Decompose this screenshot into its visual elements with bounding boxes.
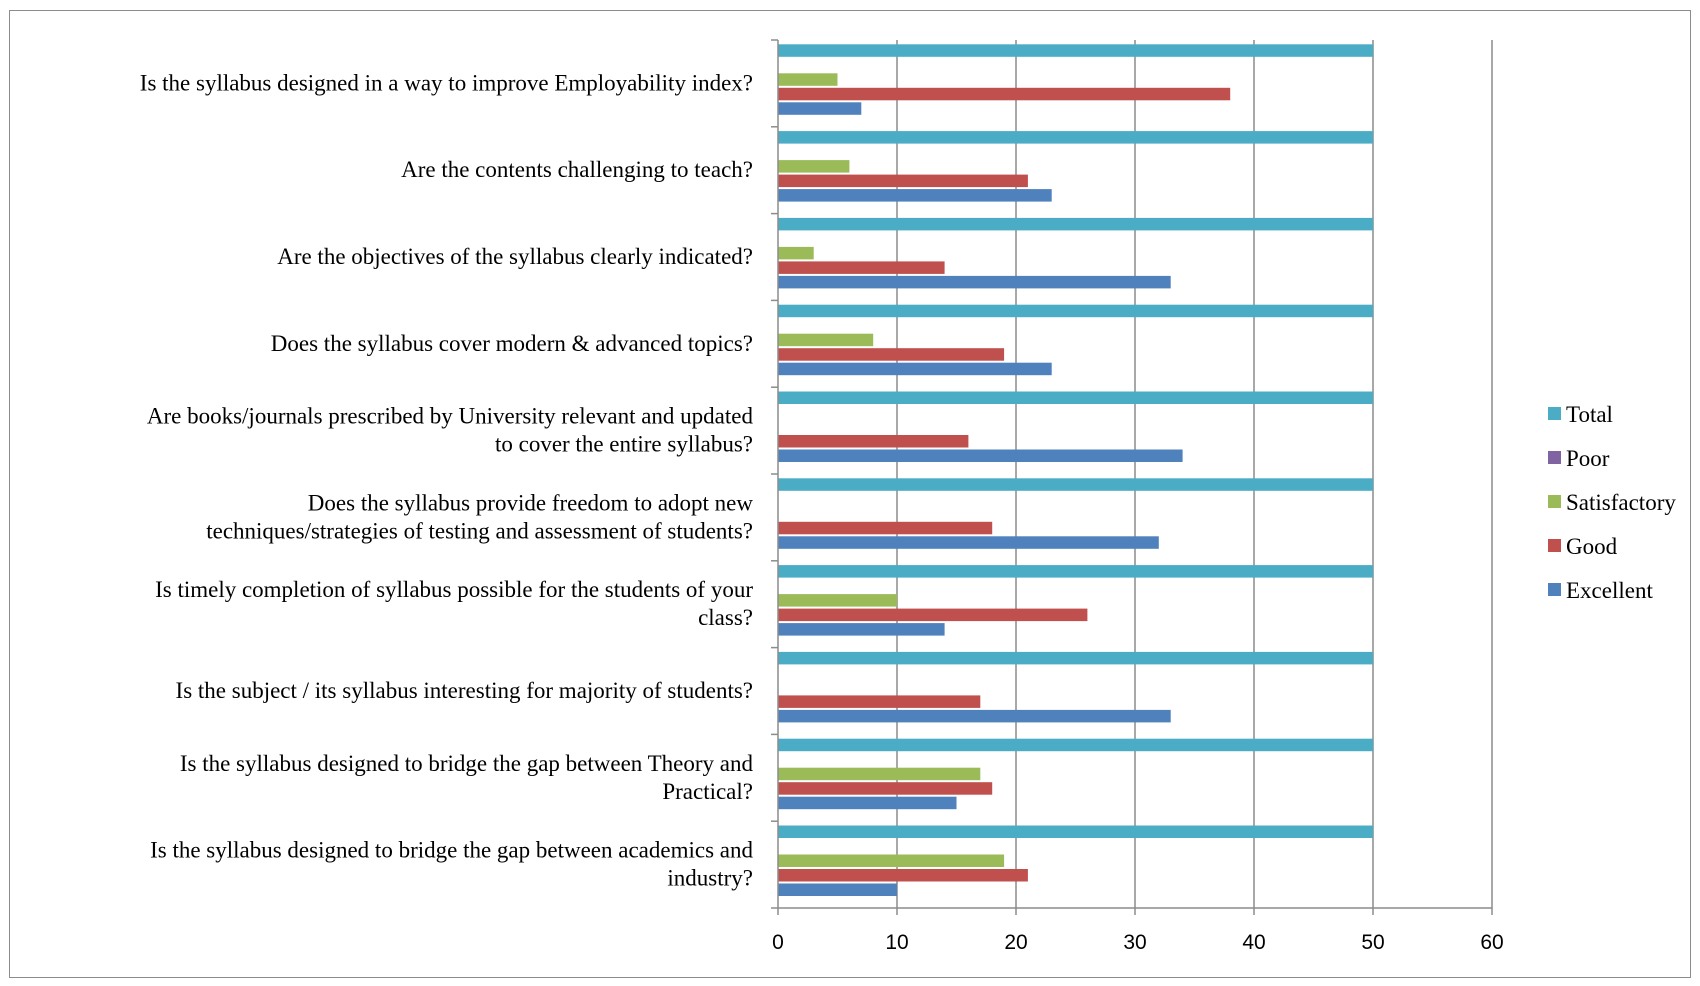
legend-label-excellent: Excellent xyxy=(1566,578,1653,603)
legend: Total Poor Satisfactory Good Excellent xyxy=(1548,402,1676,603)
bar-satisfactory-0 xyxy=(778,73,838,86)
bar-total-1 xyxy=(778,131,1373,144)
bar-satisfactory-6 xyxy=(778,594,897,607)
x-tick-label-20: 20 xyxy=(1004,931,1027,954)
category-label-8: Is the syllabus designed to bridge the g… xyxy=(180,751,754,804)
bar-total-5 xyxy=(778,478,1373,491)
bar-good-6 xyxy=(778,608,1088,622)
bars xyxy=(778,44,1373,896)
bar-total-6 xyxy=(778,565,1373,578)
legend-swatch-total xyxy=(1548,407,1561,420)
category-label-5: Does the syllabus provide freedom to ado… xyxy=(206,490,753,543)
bar-satisfactory-3 xyxy=(778,333,874,347)
bar-excellent-9 xyxy=(778,883,897,896)
gridlines xyxy=(896,40,1493,908)
bar-excellent-3 xyxy=(778,362,1052,376)
category-label-line: Practical? xyxy=(662,779,753,804)
bar-excellent-1 xyxy=(778,189,1052,202)
category-label-line: Are the objectives of the syllabus clear… xyxy=(277,244,753,269)
legend-label-good: Good xyxy=(1566,534,1618,559)
category-label-4: Are books/journals prescribed by Univers… xyxy=(147,404,754,457)
category-label-2: Are the objectives of the syllabus clear… xyxy=(277,244,753,269)
category-label-line: industry? xyxy=(667,866,753,891)
legend-swatch-satisfactory xyxy=(1548,495,1561,508)
legend-label-total: Total xyxy=(1566,402,1613,427)
category-label-line: class? xyxy=(698,605,753,630)
x-tick-label-50: 50 xyxy=(1361,931,1384,954)
category-label-9: Is the syllabus designed to bridge the g… xyxy=(150,838,753,891)
bar-excellent-6 xyxy=(778,623,945,636)
bar-total-0 xyxy=(778,44,1373,57)
bar-total-7 xyxy=(778,651,1373,665)
category-label-line: Is timely completion of syllabus possibl… xyxy=(155,577,753,602)
axes: 0 10 20 30 40 50 60 xyxy=(771,39,1504,954)
bar-satisfactory-8 xyxy=(778,767,981,781)
x-tick-label-60: 60 xyxy=(1480,931,1503,954)
category-label-3: Does the syllabus cover modern & advance… xyxy=(271,331,753,356)
bar-good-8 xyxy=(778,782,993,795)
bar-excellent-0 xyxy=(778,102,862,115)
category-label-6: Is timely completion of syllabus possibl… xyxy=(155,577,753,630)
category-label-line: techniques/strategies of testing and ass… xyxy=(206,518,753,543)
bar-total-3 xyxy=(778,304,1373,318)
category-label-line: to cover the entire syllabus? xyxy=(495,432,753,457)
category-label-line: Are books/journals prescribed by Univers… xyxy=(147,404,754,429)
bar-total-9 xyxy=(778,825,1373,838)
category-label-7: Is the subject / its syllabus interestin… xyxy=(176,678,753,703)
bar-excellent-2 xyxy=(778,275,1171,289)
category-label-line: Are the contents challenging to teach? xyxy=(401,157,753,182)
category-label-0: Is the syllabus designed in a way to imp… xyxy=(140,70,753,95)
x-tick-label-10: 10 xyxy=(885,931,908,954)
category-labels: Is the syllabus designed in a way to imp… xyxy=(140,70,754,890)
bar-good-1 xyxy=(778,174,1028,188)
category-label-line: Is the syllabus designed in a way to imp… xyxy=(140,70,753,95)
bar-good-9 xyxy=(778,869,1028,882)
bar-total-8 xyxy=(778,738,1373,752)
x-tick-label-30: 30 xyxy=(1123,931,1146,954)
bar-total-2 xyxy=(778,217,1373,231)
bar-excellent-8 xyxy=(778,796,957,810)
legend-swatch-excellent xyxy=(1548,583,1561,596)
bar-excellent-7 xyxy=(778,709,1171,723)
legend-swatch-poor xyxy=(1548,451,1561,464)
bar-excellent-5 xyxy=(778,536,1159,549)
bar-good-2 xyxy=(778,261,945,274)
chart-frame xyxy=(9,10,1691,978)
bar-satisfactory-1 xyxy=(778,160,850,173)
legend-swatch-good xyxy=(1548,539,1561,552)
category-label-1: Are the contents challenging to teach? xyxy=(401,157,753,182)
bar-good-7 xyxy=(778,695,981,708)
category-label-line: Is the syllabus designed to bridge the g… xyxy=(150,838,753,863)
bar-total-4 xyxy=(778,391,1373,404)
bar-good-5 xyxy=(778,521,993,535)
x-tick-label-0: 0 xyxy=(772,931,784,954)
x-tick-label-40: 40 xyxy=(1242,931,1265,954)
category-label-line: Is the subject / its syllabus interestin… xyxy=(176,678,753,703)
category-label-line: Is the syllabus designed to bridge the g… xyxy=(180,751,754,776)
legend-label-poor: Poor xyxy=(1566,446,1610,471)
bar-excellent-4 xyxy=(778,449,1183,462)
bar-good-0 xyxy=(778,87,1231,101)
legend-label-satisfactory: Satisfactory xyxy=(1566,490,1676,515)
bar-good-4 xyxy=(778,435,969,448)
bar-good-3 xyxy=(778,348,1005,361)
bar-satisfactory-9 xyxy=(778,854,1005,867)
category-label-line: Does the syllabus cover modern & advance… xyxy=(271,331,753,356)
bar-satisfactory-2 xyxy=(778,246,814,260)
category-label-line: Does the syllabus provide freedom to ado… xyxy=(308,490,754,515)
